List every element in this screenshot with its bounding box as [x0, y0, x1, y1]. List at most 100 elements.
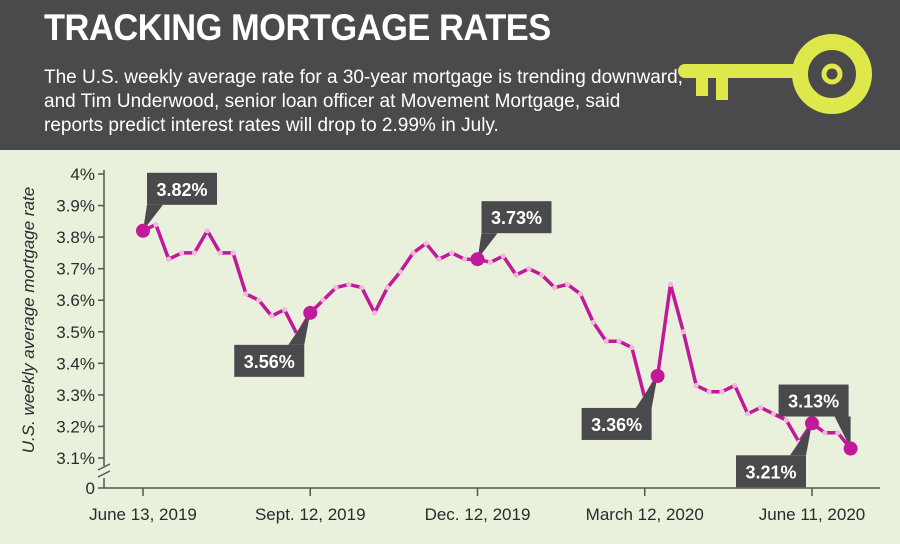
chart-axes — [97, 170, 880, 489]
y-tick-label: 3.9% — [56, 197, 95, 216]
y-tick-label: 3.8% — [56, 228, 95, 247]
highlight-point — [843, 441, 858, 456]
data-point — [732, 382, 738, 389]
x-tick-label: June 13, 2019 — [89, 505, 197, 524]
callout-label: 3.21% — [745, 462, 796, 482]
data-point — [281, 307, 288, 313]
callout-label: 3.36% — [591, 415, 642, 435]
data-point — [423, 240, 429, 247]
header-banner: TRACKING MORTGAGE RATES The U.S. weekly … — [0, 0, 900, 150]
data-point — [745, 411, 751, 417]
data-point — [230, 250, 236, 256]
data-point — [500, 253, 506, 259]
x-tick-label: Dec. 12, 2019 — [425, 505, 531, 524]
x-tick-label: March 12, 2020 — [586, 505, 704, 524]
data-point — [153, 221, 159, 228]
key-icon — [678, 34, 872, 114]
data-point — [397, 269, 403, 275]
data-point — [693, 382, 699, 389]
callout-label: 3.73% — [491, 208, 542, 228]
data-point — [462, 256, 468, 262]
x-tick-label: Sept. 12, 2019 — [255, 505, 366, 524]
y-tick-label: 3.2% — [56, 417, 95, 436]
data-point — [384, 285, 391, 291]
data-point — [577, 291, 584, 297]
highlight-point — [650, 368, 665, 383]
data-point — [783, 417, 789, 423]
y-tick-label: 3.5% — [56, 323, 95, 342]
page-title: TRACKING MORTGAGE RATES — [44, 7, 551, 48]
callout-pointer — [790, 423, 812, 456]
data-point — [191, 250, 198, 256]
data-point — [513, 272, 519, 278]
rate-series-line — [142, 222, 852, 450]
data-point — [178, 250, 185, 256]
data-point — [667, 281, 674, 288]
callout-box — [736, 455, 806, 488]
data-point — [590, 319, 596, 325]
callout-pointer — [834, 416, 851, 449]
data-point — [706, 389, 712, 395]
data-point — [204, 228, 210, 234]
y-tick-label: 3.1% — [56, 449, 95, 468]
y-tick-label: 3.7% — [56, 260, 95, 279]
data-point — [526, 266, 532, 272]
x-axis-ticks: June 13, 2019 Sept. 12, 2019 Dec. 12, 2019… — [89, 488, 865, 524]
y-axis-title: U.S. weekly average mortgage rate — [19, 187, 38, 453]
callout: 3.73% — [470, 201, 552, 267]
callout-pointer — [143, 204, 163, 231]
x-tick-label: June 11, 2020 — [759, 505, 866, 524]
callout: 3.56% — [234, 305, 318, 377]
data-point — [359, 285, 365, 291]
data-point — [371, 310, 378, 316]
series-line — [142, 221, 852, 450]
data-point — [487, 259, 493, 265]
data-point — [436, 256, 442, 262]
y-tick-label: 3.6% — [56, 291, 95, 310]
callout-box — [481, 201, 552, 234]
y-tick-label: 0 — [86, 479, 95, 498]
y-tick-label: 4% — [70, 165, 95, 184]
callout: 3.36% — [581, 368, 665, 440]
callout-box — [778, 384, 849, 417]
callout-label: 3.56% — [244, 352, 295, 372]
data-point — [564, 281, 571, 288]
data-point — [770, 411, 777, 417]
callout-box — [581, 407, 652, 440]
callout-pointer — [635, 375, 658, 408]
callout: 3.13% — [778, 384, 858, 456]
callout: 3.21% — [736, 416, 819, 488]
data-point — [449, 250, 455, 256]
highlight-point — [805, 416, 819, 431]
data-point — [835, 430, 841, 436]
y-tick-label: 3.4% — [56, 354, 95, 373]
data-point — [539, 272, 545, 278]
callout-label: 3.82% — [156, 180, 207, 200]
callout-pointer — [288, 312, 311, 345]
rate-line-chart: U.S. weekly average mortgage rate 0 3.1% 3… — [19, 165, 880, 524]
data-point — [256, 297, 262, 303]
axis-break-mark — [97, 463, 111, 478]
data-point — [243, 291, 249, 297]
callout-pointer — [477, 233, 498, 260]
callout-box — [234, 344, 305, 377]
y-axis-ticks: 0 3.1% 3.2% 3.3% 3.4% 3.5% 3.6% 3.7% 3.8% 3.9% 4% — [56, 165, 104, 498]
callout-label: 3.13% — [788, 392, 839, 412]
page-subtitle: The U.S. weekly average rate for a 30-ye… — [44, 67, 683, 136]
data-point — [333, 285, 339, 291]
highlight-point — [303, 305, 318, 320]
highlight-point — [136, 223, 150, 238]
callout-box — [147, 172, 217, 205]
data-point — [320, 297, 326, 303]
data-point — [552, 285, 558, 291]
data-point — [680, 329, 686, 335]
data-point — [629, 344, 635, 351]
data-point — [603, 338, 609, 344]
data-point — [757, 404, 764, 411]
y-tick-label: 3.3% — [56, 386, 95, 405]
callout: 3.82% — [136, 172, 217, 238]
data-point — [410, 250, 416, 256]
data-point — [166, 256, 172, 262]
data-point — [616, 338, 622, 344]
data-point — [217, 250, 223, 256]
